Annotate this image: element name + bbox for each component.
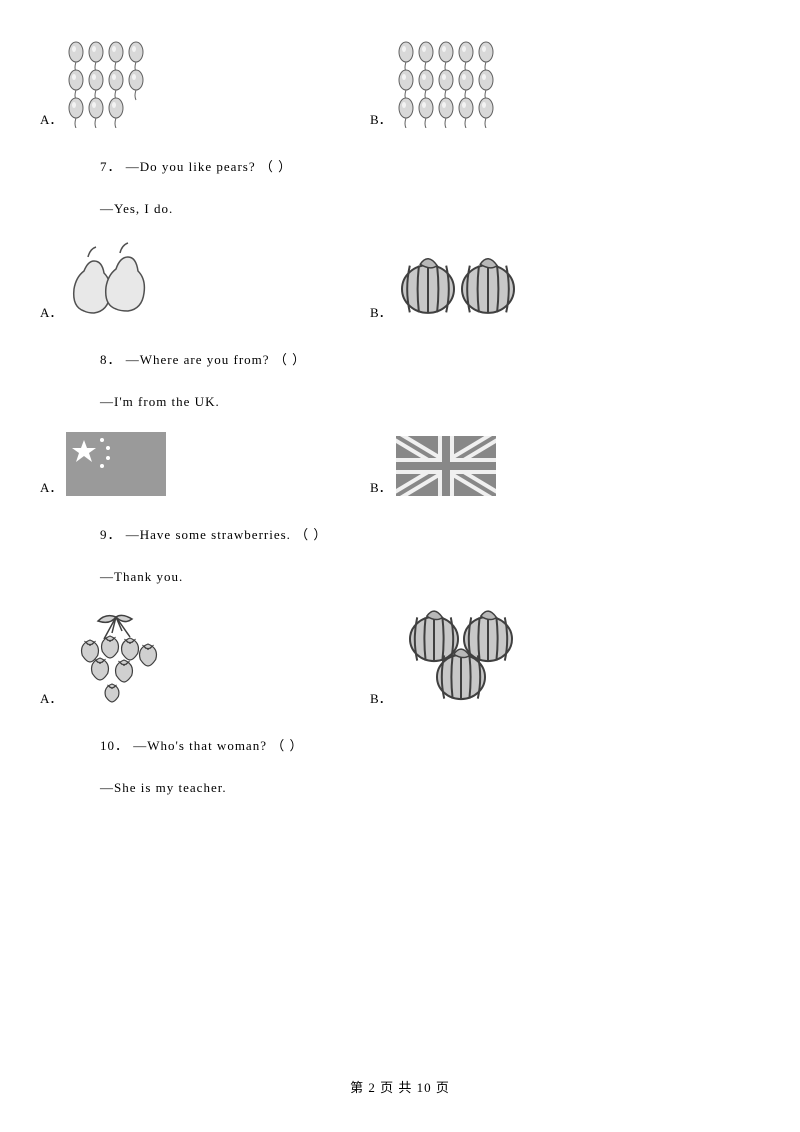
q9-a-label: A．: [40, 688, 62, 707]
q6-b-label: B．: [370, 109, 392, 128]
q7-a-label: A．: [40, 302, 62, 321]
q7-num: 7．: [100, 159, 122, 174]
q9-prompt: 9． —Have some strawberries. （ ）: [100, 524, 760, 543]
q9-question: —Have some strawberries. （ ）: [126, 527, 328, 542]
china-flag-icon: [66, 432, 166, 496]
q9-options: A． B．: [40, 607, 760, 707]
q7-option-a[interactable]: A．: [40, 239, 370, 321]
q7-prompt: 7． —Do you like pears? （ ）: [100, 156, 760, 175]
q9-option-b[interactable]: B．: [370, 607, 526, 707]
q8-answer: —I'm from the UK.: [100, 394, 760, 410]
balloons-11-icon: [66, 40, 152, 128]
uk-flag-icon: [396, 436, 496, 496]
pears-icon: [66, 239, 156, 321]
q6-option-b[interactable]: B．: [370, 40, 506, 128]
balloons-15-icon: [396, 40, 506, 128]
q8-a-label: A．: [40, 477, 62, 496]
watermelons-3-icon: [396, 607, 526, 707]
q7-option-b[interactable]: B．: [370, 243, 524, 321]
q9-b-label: B．: [370, 688, 392, 707]
strawberries-icon: [66, 611, 176, 707]
q9-option-a[interactable]: A．: [40, 611, 370, 707]
q7-question: —Do you like pears? （ ）: [126, 159, 292, 174]
q8-option-b[interactable]: B．: [370, 436, 496, 496]
q6-option-a[interactable]: A．: [40, 40, 370, 128]
q8-num: 8．: [100, 352, 122, 367]
page-footer: 第 2 页 共 10 页: [0, 1077, 800, 1096]
q7-options: A． B．: [40, 239, 760, 321]
q9-num: 9．: [100, 527, 122, 542]
q8-prompt: 8． —Where are you from? （ ）: [100, 349, 760, 368]
q10-question: —Who's that woman? （ ）: [133, 738, 303, 753]
q6-options: A． B．: [40, 40, 760, 128]
watermelons-2-icon: [396, 243, 524, 321]
q7-b-label: B．: [370, 302, 392, 321]
q8-options: A． B．: [40, 432, 760, 496]
q8-option-a[interactable]: A．: [40, 432, 370, 496]
q8-b-label: B．: [370, 477, 392, 496]
q10-answer: —She is my teacher.: [100, 780, 760, 796]
q9-answer: —Thank you.: [100, 569, 760, 585]
q8-question: —Where are you from? （ ）: [126, 352, 306, 367]
q10-num: 10．: [100, 738, 129, 753]
q6-a-label: A．: [40, 109, 62, 128]
q10-prompt: 10． —Who's that woman? （ ）: [100, 735, 760, 754]
q7-answer: —Yes, I do.: [100, 201, 760, 217]
